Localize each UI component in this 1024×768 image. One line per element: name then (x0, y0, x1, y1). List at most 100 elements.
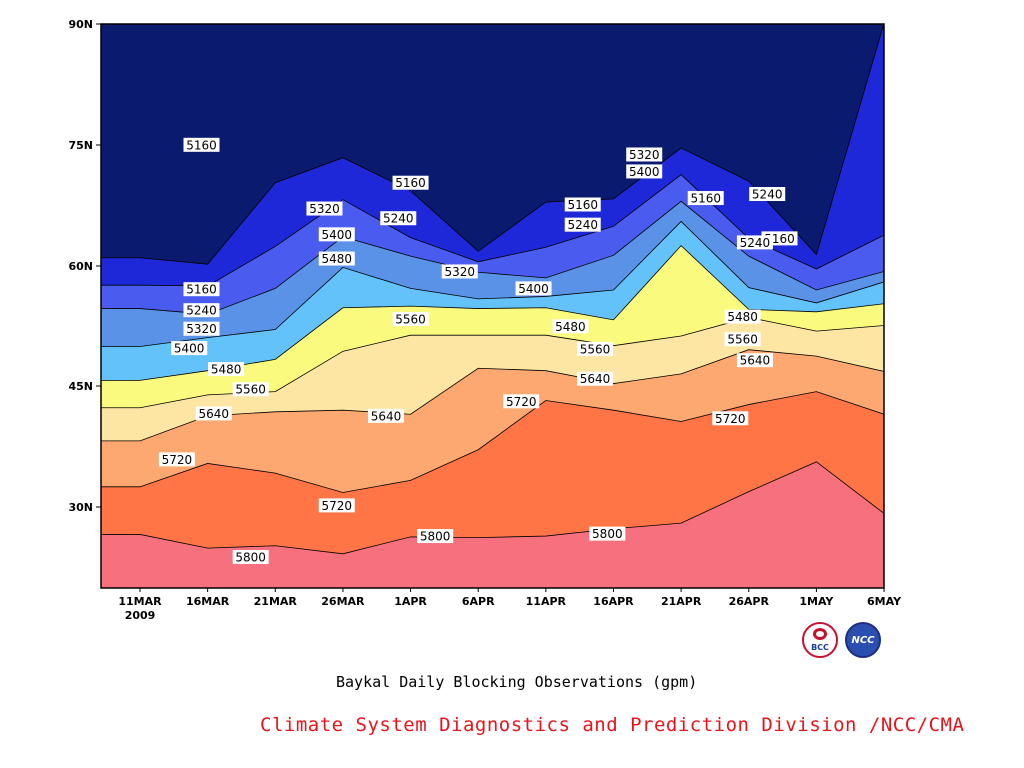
contour-label-text: 5800 (592, 527, 623, 541)
contour-label-box (306, 201, 343, 216)
contour-label-5400: 5400 (318, 227, 355, 242)
contour-label-box (724, 309, 761, 324)
contour-fills (101, 24, 884, 588)
contour-label-text: 5240 (383, 212, 414, 226)
contour-label-5480: 5480 (724, 309, 761, 324)
contour-label-text: 5400 (629, 165, 660, 179)
contour-label-5400: 5400 (171, 341, 208, 356)
contour-label-box (503, 394, 540, 409)
contour-label-text: 5480 (321, 252, 352, 266)
chart-title: Baykal Daily Blocking Observations (gpm) (336, 673, 698, 691)
contour-label-text: 5640 (580, 372, 611, 386)
contour-label-5720: 5720 (712, 411, 749, 426)
contour-label-text: 5800 (420, 530, 451, 544)
contour-label-box (367, 408, 404, 423)
contour-label-box (417, 529, 454, 544)
contour-label-text: 5240 (740, 236, 771, 250)
contour-label-5320: 5320 (183, 321, 220, 336)
y-tick-label: 30N (68, 501, 93, 514)
contour-label-5160: 5160 (687, 191, 724, 206)
contour-label-box (183, 321, 220, 336)
contour-label-text: 5400 (518, 282, 549, 296)
contour-label-text: 5640 (199, 407, 230, 421)
contour-label-text: 5160 (567, 198, 598, 212)
y-tick-label: 75N (68, 139, 93, 152)
contour-fill-above-5160 (101, 24, 884, 265)
contour-label-5400: 5400 (515, 281, 552, 296)
plot-frame (100, 23, 885, 589)
contour-line-5720 (101, 391, 884, 493)
contour-label-5640: 5640 (577, 371, 614, 386)
contour-label-box (564, 197, 601, 212)
contour-label-5720: 5720 (503, 394, 540, 409)
ncc-logo: NCC (845, 622, 881, 658)
contour-label-5480: 5480 (318, 251, 355, 266)
contour-label-5560: 5560 (232, 382, 269, 397)
contour-label-box (564, 217, 601, 232)
contour-label-box (626, 164, 663, 179)
contour-label-box (392, 312, 429, 327)
contour-label-text: 5160 (186, 283, 217, 297)
contour-label-text: 5560 (727, 333, 758, 347)
contour-label-5800: 5800 (232, 550, 269, 565)
x-tick-label: 26MAR (321, 595, 365, 608)
contour-label-box (208, 362, 245, 377)
contour-label-box (552, 319, 589, 334)
contour-label-box (712, 411, 749, 426)
contour-label-5560: 5560 (577, 341, 614, 356)
contour-label-text: 5160 (395, 176, 426, 190)
contour-label-5720: 5720 (318, 498, 355, 513)
contour-label-box (626, 147, 663, 162)
contour-label-5160: 5160 (392, 175, 429, 190)
contour-label-text: 5640 (371, 409, 402, 423)
contour-label-box (724, 332, 761, 347)
contour-label-5240: 5240 (183, 303, 220, 318)
contour-label-text: 5400 (174, 342, 205, 356)
contour-label-text: 5480 (727, 310, 758, 324)
ncc-logo-text: NCC (851, 635, 875, 646)
contour-label-text: 5160 (186, 138, 217, 152)
contour-line-5560 (101, 317, 884, 409)
contour-label-box (318, 227, 355, 242)
contour-label-5640: 5640 (736, 353, 773, 368)
contour-label-text: 5320 (629, 148, 660, 162)
contour-label-text: 5480 (555, 320, 586, 334)
credit-line: Climate System Diagnostics and Predictio… (260, 714, 965, 736)
contour-label-box (183, 303, 220, 318)
x-tick-label: 11APR (526, 595, 567, 608)
x-tick-label: 11MAR (118, 595, 162, 608)
contour-label-5240: 5240 (736, 235, 773, 250)
contour-label-5800: 5800 (417, 529, 454, 544)
contour-label-5160: 5160 (183, 137, 220, 152)
x-tick-label: 16MAR (186, 595, 230, 608)
contour-line-5400 (101, 220, 884, 347)
contour-label-text: 5560 (395, 313, 426, 327)
contour-label-text: 5320 (186, 322, 217, 336)
x-tick-label: 6MAY (867, 595, 902, 608)
contour-label-text: 5720 (162, 453, 193, 467)
contour-label-box (392, 175, 429, 190)
contour-label-box (380, 211, 417, 226)
contour-label-box (749, 187, 786, 202)
contour-label-box (232, 382, 269, 397)
contour-label-box (577, 371, 614, 386)
contour-label-box (318, 251, 355, 266)
bcc-logo: BCC (802, 622, 838, 658)
x-tick-label: 16APR (593, 595, 634, 608)
contour-label-5640: 5640 (367, 408, 404, 423)
contour-label-box (318, 498, 355, 513)
contour-label-5480: 5480 (208, 362, 245, 377)
contour-label-box (441, 264, 478, 279)
x-tick-label: 1APR (394, 595, 427, 608)
contour-label-text: 5480 (211, 363, 242, 377)
contour-label-text: 5160 (690, 192, 721, 206)
contour-label-box (736, 235, 773, 250)
contour-label-box (589, 526, 626, 541)
x-tick-label: 21MAR (254, 595, 298, 608)
contour-label-5640: 5640 (195, 406, 232, 421)
contour-label-box (171, 341, 208, 356)
contour-label-box (183, 282, 220, 297)
contour-label-text: 5560 (580, 342, 611, 356)
contour-label-5240: 5240 (749, 187, 786, 202)
